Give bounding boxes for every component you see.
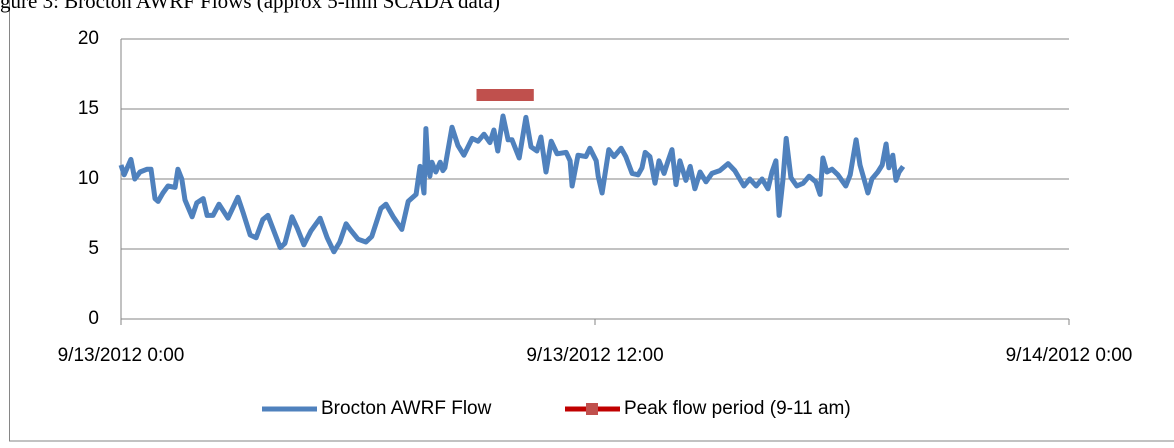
x-tick-label: 9/13/2012 0:00 — [58, 345, 185, 366]
x-tick-label: 9/13/2012 12:00 — [526, 345, 663, 366]
chart-title: gure 3: Brocton AWRF Flows (approx 5-min… — [0, 0, 500, 13]
y-tick-label: 15 — [78, 98, 99, 119]
y-tick-label: 10 — [78, 168, 99, 189]
y-tick-label: 5 — [88, 238, 99, 259]
chart-border — [10, 0, 1174, 441]
legend-label: Brocton AWRF Flow — [321, 398, 492, 419]
y-tick-label: 20 — [78, 28, 99, 49]
x-tick-label: 9/14/2012 0:00 — [1006, 345, 1133, 366]
y-tick-label: 0 — [88, 308, 99, 329]
flow-line — [121, 116, 903, 252]
legend-label: Peak flow period (9-11 am) — [624, 398, 851, 419]
legend-marker — [586, 403, 598, 415]
